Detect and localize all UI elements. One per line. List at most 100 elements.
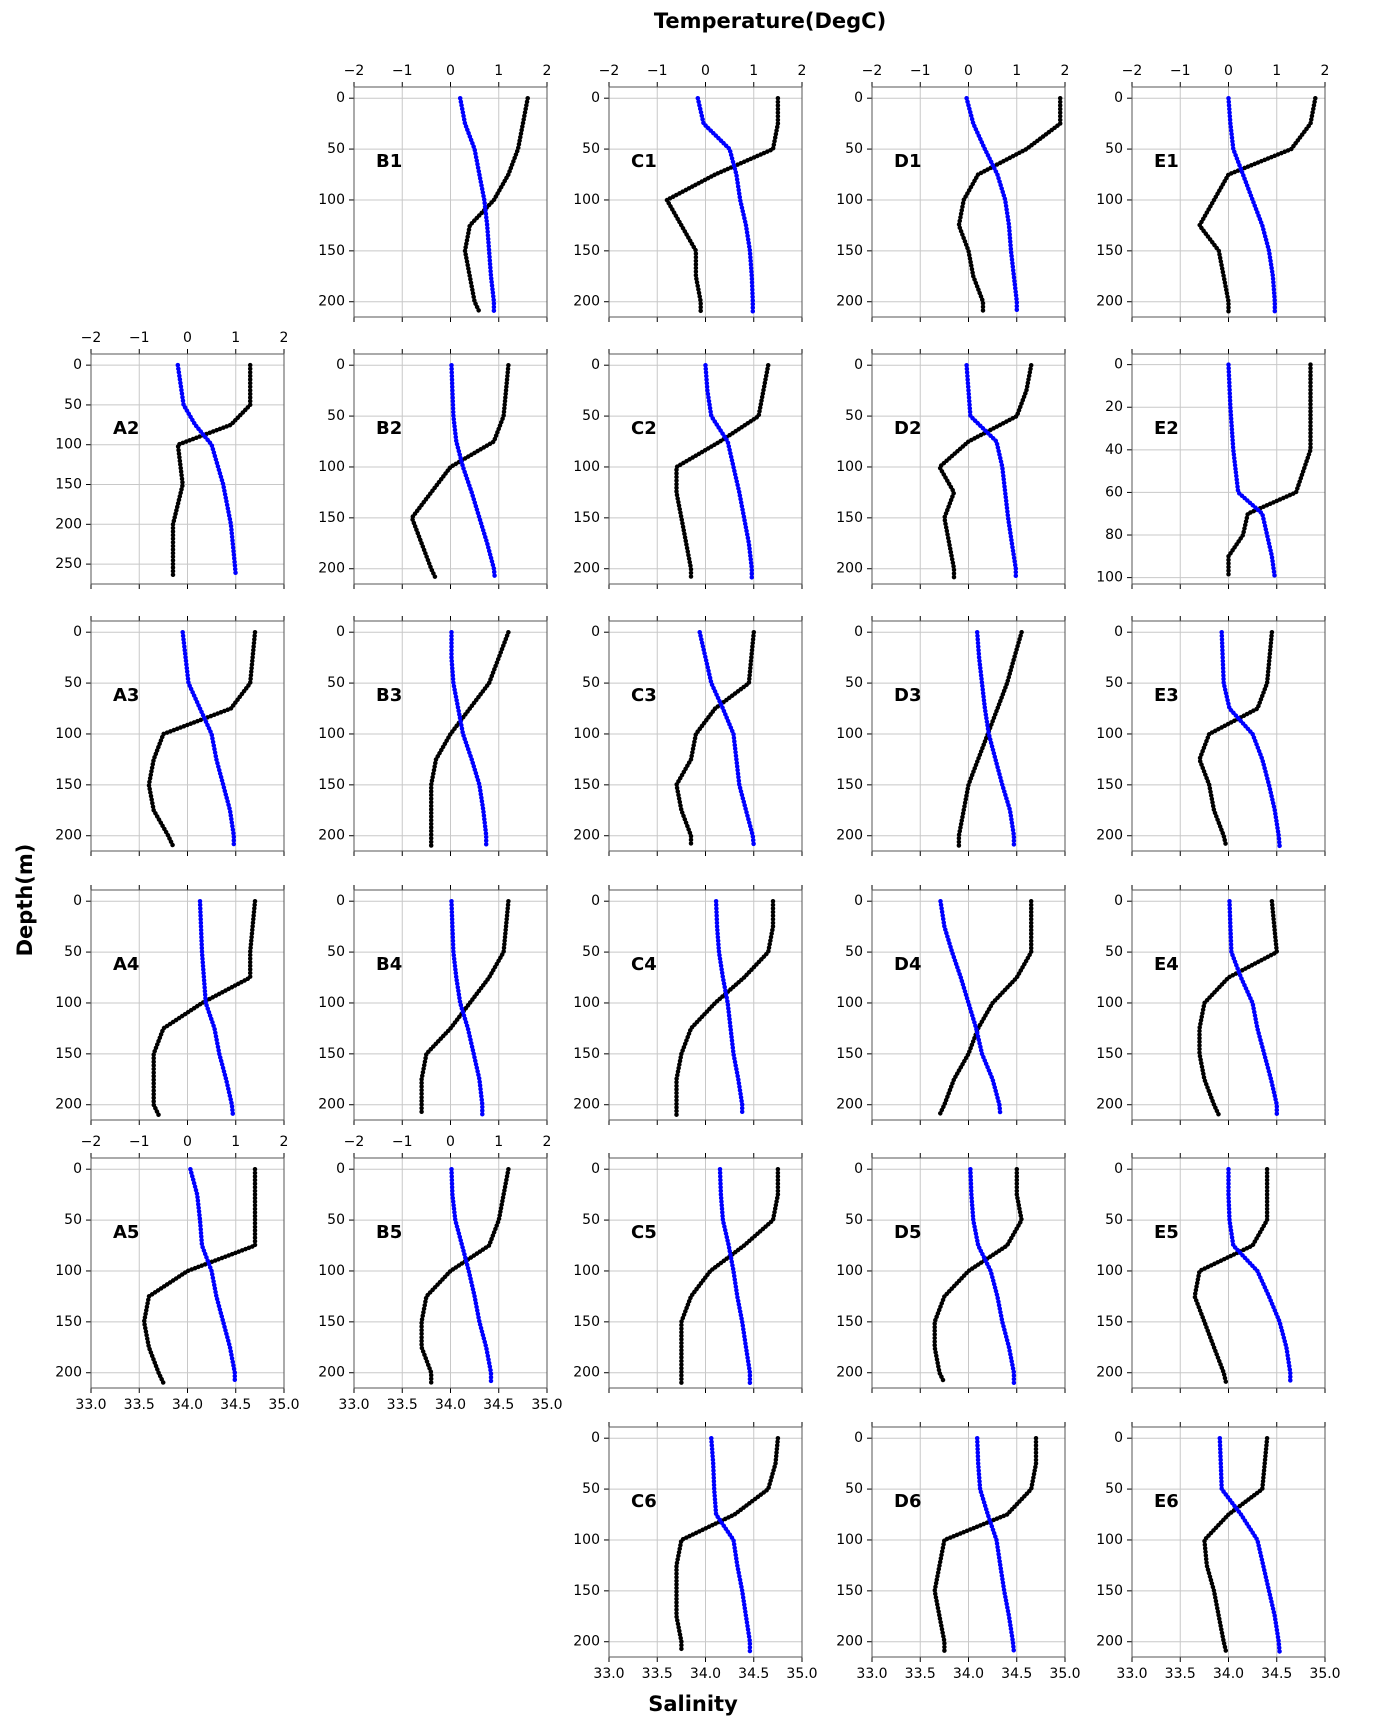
y-tick-label: 200 [573, 561, 600, 577]
y-tick-label: 100 [1096, 570, 1123, 586]
y-tick-label: 150 [573, 1583, 600, 1599]
profile-line [449, 629, 489, 849]
profile-line [932, 1435, 1039, 1655]
plot-frame [608, 889, 803, 1121]
plot-frame [608, 1157, 803, 1389]
y-tick-label: 0 [336, 357, 345, 373]
x-tick-label: 1 [1272, 63, 1281, 79]
y-tick-label: 50 [1105, 675, 1123, 691]
profile-line [1219, 629, 1282, 849]
x-tick-label: 2 [543, 1134, 552, 1150]
y-tick-label: 150 [573, 1314, 600, 1330]
y-tick-label: 100 [836, 192, 863, 208]
profile-line [1197, 629, 1275, 849]
y-tick-label: 150 [1096, 777, 1123, 793]
plot-frame [90, 889, 285, 1121]
panel: 0 50 100 150 200 D2 [836, 349, 1066, 589]
y-tick-label: 150 [318, 777, 345, 793]
panel-label: D4 [894, 954, 921, 975]
profile-line [428, 629, 511, 849]
x2-tick-label: 35.0 [1309, 1666, 1340, 1682]
x-tick-label: 0 [701, 63, 710, 79]
panel: 0 50 100 150 200 E4 [1096, 885, 1326, 1125]
y-tick-label: 100 [836, 726, 863, 742]
y-tick-label: 0 [854, 893, 863, 909]
y-tick-label: 50 [327, 675, 345, 691]
profile-line [1197, 898, 1280, 1118]
x2-tick-label: 34.5 [1001, 1666, 1032, 1682]
y-tick-label: 200 [573, 1634, 600, 1650]
y-tick-label: 0 [854, 357, 863, 373]
profile-line [956, 629, 1024, 849]
y-tick-label: 0 [73, 893, 82, 909]
y-tick-label: 250 [55, 556, 82, 572]
profile-line [964, 95, 1020, 315]
x2-tick-label: 33.5 [1165, 1666, 1196, 1682]
panel: 0 50 100 150 200 A4 [55, 885, 285, 1125]
profile-line [457, 95, 497, 315]
panel-label: B4 [376, 954, 402, 975]
panel-label: C3 [631, 685, 657, 706]
panel-label: B1 [376, 151, 402, 172]
profile-line [932, 1166, 1024, 1386]
y-tick-label: 100 [55, 726, 82, 742]
profile-line [968, 1166, 1017, 1386]
plot-frame [90, 1157, 285, 1389]
y-tick-label: 150 [836, 1314, 863, 1330]
panel-label: E5 [1154, 1222, 1179, 1243]
profile-line [419, 898, 511, 1118]
x2-tick-label: 33.0 [75, 1397, 106, 1413]
panel-label: E6 [1154, 1491, 1179, 1512]
y-tick-label: 200 [836, 561, 863, 577]
y-tick-label: 0 [1114, 1430, 1123, 1446]
y-tick-label: 200 [836, 294, 863, 310]
profile-line [674, 362, 771, 582]
y-tick-label: 50 [582, 1212, 600, 1228]
panel: 33.0 33.5 34.0 34.5 35.0 0 50 100 150 200 E6 [1096, 1422, 1341, 1682]
panel-label: A2 [113, 418, 139, 439]
y-tick-label: 0 [854, 1161, 863, 1177]
y-tick-label: 200 [318, 828, 345, 844]
y-tick-label: 0 [1114, 1161, 1123, 1177]
x-axis-label: Salinity [648, 1692, 738, 1716]
y-tick-label: 50 [845, 675, 863, 691]
y-tick-label: 200 [573, 294, 600, 310]
y-tick-label: 100 [1096, 1532, 1123, 1548]
y-axis-label: Depth(m) [13, 844, 37, 957]
y-tick-label: 40 [1105, 442, 1123, 458]
x-tick-label: 0 [183, 330, 192, 346]
y-tick-label: 200 [836, 1097, 863, 1113]
profile-line [674, 1435, 781, 1655]
y-tick-label: 100 [573, 459, 600, 475]
profile-line [697, 629, 757, 849]
y-tick-label: 20 [1105, 399, 1123, 415]
y-tick-label: 60 [1105, 484, 1123, 500]
profile-line [679, 1166, 781, 1386]
y-tick-label: 100 [318, 1263, 345, 1279]
y-tick-label: 100 [836, 459, 863, 475]
x-tick-label: −1 [392, 63, 413, 79]
y-tick-label: 0 [591, 1430, 600, 1446]
x-tick-label: 1 [231, 330, 240, 346]
panel: 0 50 100 150 200 D4 [836, 885, 1066, 1125]
plot-frame [871, 86, 1066, 318]
x-tick-label: −1 [392, 1134, 413, 1150]
y-tick-label: 100 [55, 437, 82, 453]
profile-line [419, 1166, 511, 1386]
plot-frame [353, 353, 548, 585]
y-tick-label: 200 [1096, 828, 1123, 844]
y-tick-label: 200 [1096, 294, 1123, 310]
panel: −2 −1 0 1 2 0 50 100 150 200 250 A2 [55, 330, 288, 589]
y-tick-label: 200 [573, 828, 600, 844]
x-tick-label: −1 [1170, 63, 1191, 79]
x-tick-label: 2 [1061, 63, 1070, 79]
y-tick-label: 0 [591, 90, 600, 106]
profile-line [956, 95, 1063, 315]
panel-label: D1 [894, 151, 921, 172]
panel-label: A3 [113, 685, 139, 706]
y-tick-label: 150 [55, 1314, 82, 1330]
y-tick-label: 100 [318, 995, 345, 1011]
y-tick-label: 150 [318, 510, 345, 526]
